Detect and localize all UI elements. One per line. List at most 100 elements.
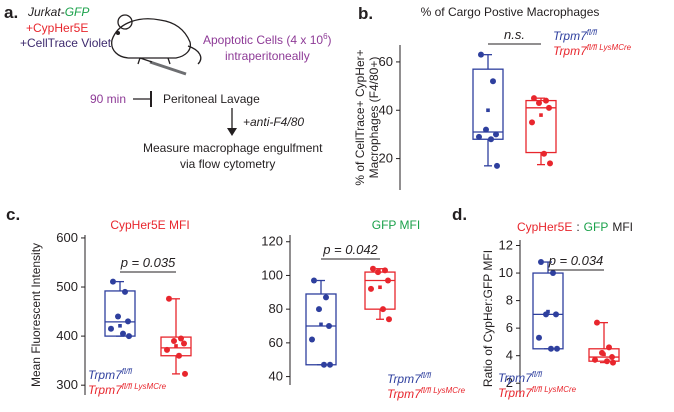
point: [110, 278, 116, 285]
legend-entry: Trpm7fl/fl: [88, 367, 132, 382]
y-tick-label: 20: [379, 151, 393, 166]
legend-sup: fl/fl: [122, 367, 132, 376]
point: [122, 288, 128, 295]
point: [382, 267, 388, 274]
point: [120, 330, 126, 337]
cells-line: Jurkat-GFP: [27, 5, 89, 19]
legend-entry: Trpm7fl/fl: [387, 371, 431, 386]
y-tick-label: 40: [379, 102, 393, 117]
mean: [539, 113, 543, 117]
box: [104, 290, 136, 337]
point: [536, 334, 542, 341]
legend-entry: Trpm7fl/fl LysMCre: [498, 385, 577, 400]
y-tick-label: 80: [269, 301, 283, 316]
point: [178, 335, 184, 342]
legend-entry: Trpm7fl/fl LysMCre: [88, 382, 167, 397]
legend-sup: fl/fl LysMCre: [122, 382, 167, 391]
point: [326, 323, 332, 330]
point: [476, 133, 482, 140]
point: [554, 345, 560, 352]
chart-title: % of Cargo Postive Macrophages: [421, 5, 600, 19]
point: [543, 311, 549, 318]
point: [327, 361, 333, 368]
legend-entry: Trpm7fl/fl LysMCre: [553, 43, 632, 58]
point: [494, 162, 500, 169]
legend-sup: fl/fl LysMCre: [532, 385, 577, 394]
legend-entry: Trpm7fl/fl: [553, 28, 597, 43]
mouse-icon: [111, 14, 202, 76]
point: [181, 340, 187, 347]
chart: b. % of Cargo Postive Macrophages % of Cel…: [353, 4, 632, 190]
point: [309, 336, 315, 343]
y-tick-label: 60: [269, 335, 283, 350]
annotation: p = 0.042: [322, 242, 378, 257]
point: [599, 349, 605, 356]
legend-name: Trpm7: [498, 371, 533, 385]
legend-entry: Trpm7fl/fl LysMCre: [387, 386, 466, 401]
legend-name: Trpm7: [387, 372, 422, 386]
y-axis-label: % of CellTrace+ CypHer+: [353, 49, 367, 185]
point: [604, 358, 610, 365]
point: [115, 313, 121, 320]
y-tick-label: 300: [56, 377, 78, 392]
title-part: :: [576, 220, 579, 234]
title-part: CypHer5E: [517, 220, 572, 234]
cells-line: +CypHer5E: [26, 21, 88, 35]
point: [323, 294, 329, 301]
annotation: n.s.: [504, 27, 525, 42]
point: [386, 316, 392, 323]
panel-label: c.: [6, 205, 20, 224]
y-tick-label: 12: [499, 238, 513, 253]
chart: d. CypHer5E: GFP MFI Ratio of CypHer:GFP MFI…: [452, 205, 633, 400]
title-part: MFI: [612, 220, 633, 234]
point: [182, 370, 188, 377]
point: [321, 361, 327, 368]
point: [176, 352, 182, 359]
arrow-head: [227, 128, 237, 136]
point: [553, 311, 559, 318]
chart-title: CypHer5E MFI: [110, 218, 189, 232]
cells-line: +CellTrace Violet: [20, 36, 112, 50]
point: [483, 126, 489, 133]
point: [478, 51, 484, 58]
y-axis-label: Mean Fluorescent Intensity: [29, 243, 43, 387]
chart-title: GFP MFI: [372, 218, 420, 232]
legend-sup: fl/fl: [421, 371, 431, 380]
annotation: p = 0.035: [120, 255, 176, 270]
y-tick-label: 100: [261, 267, 283, 282]
cells-text: Jurkat-: [27, 5, 65, 19]
point: [126, 333, 132, 340]
point: [171, 338, 177, 345]
legend-name: Trpm7: [553, 29, 588, 43]
y-tick-label: 6: [506, 320, 513, 335]
chart: GFP MFI406080100120Trpm7fl/flTrpm7fl/fl …: [261, 218, 465, 401]
y-tick-label: 2: [506, 375, 513, 390]
point: [538, 259, 544, 266]
point: [380, 306, 386, 313]
injection-line: intraperitoneally: [225, 49, 310, 63]
legend-sup: fl/fl: [532, 370, 542, 379]
point: [546, 104, 552, 111]
point: [531, 95, 537, 102]
y-tick-label: 120: [261, 234, 283, 249]
point: [166, 295, 172, 302]
legend-name: Trpm7: [553, 44, 588, 58]
cells-text: GFP: [65, 5, 90, 19]
legend-name: Trpm7: [498, 386, 533, 400]
y-tick-label: 10: [499, 265, 513, 280]
point: [541, 150, 547, 157]
injection-line: Apoptotic Cells (4 x 106): [203, 32, 332, 47]
panel-a: a. Jurkat-GFP +CypHer5E +CellTrace Viole…: [4, 3, 332, 171]
mean: [546, 309, 550, 314]
point: [536, 100, 542, 106]
legend-sup: fl/fl: [587, 28, 597, 37]
title-part: CypHer5E MFI: [110, 218, 189, 232]
stain-label: +anti-F4/80: [243, 115, 304, 129]
point: [490, 78, 496, 85]
mean: [378, 285, 382, 290]
chart-title: CypHer5E: GFP MFI: [517, 220, 633, 234]
box: [525, 99, 557, 154]
point: [493, 131, 499, 138]
y-tick-label: 60: [379, 54, 393, 69]
